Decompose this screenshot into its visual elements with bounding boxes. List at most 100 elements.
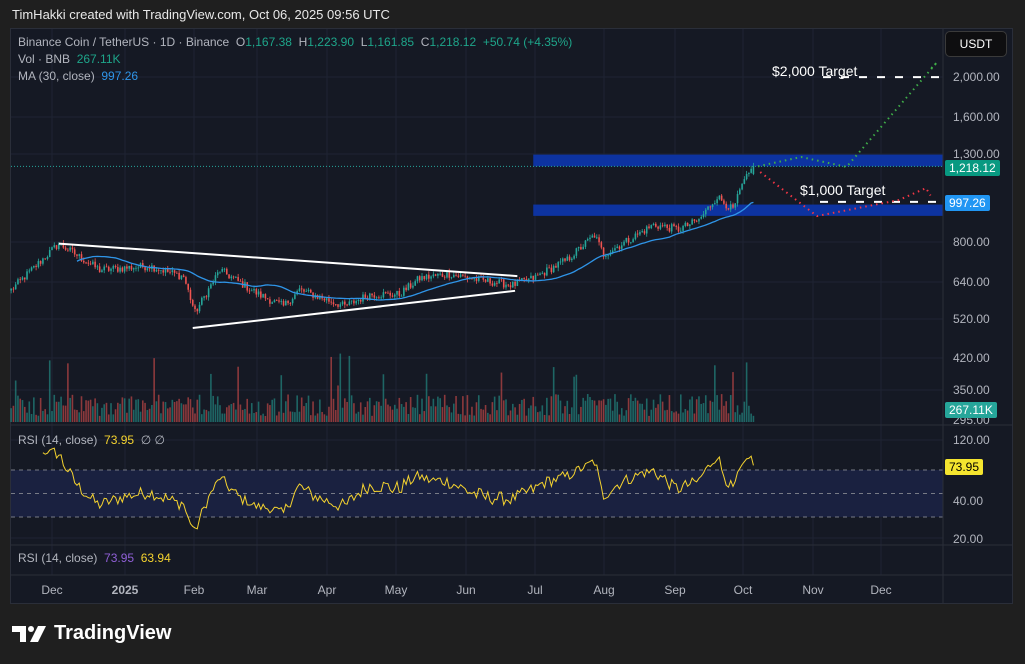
target-high-label[interactable]: $2,000 Target	[772, 63, 858, 79]
rsi-legend[interactable]: RSI (14, close) 73.95 ∅ ∅	[18, 433, 165, 447]
candle-body	[28, 270, 31, 272]
candle-body	[452, 274, 455, 278]
volume-bar	[60, 396, 62, 422]
candle-body	[148, 268, 151, 270]
close-value: 1,218.12	[429, 35, 477, 49]
volume-bar	[498, 395, 500, 422]
candle-body	[169, 271, 171, 273]
volume-bar	[82, 411, 85, 422]
candle-body	[516, 279, 519, 286]
volume-bar	[71, 394, 74, 422]
volume-bar	[64, 405, 67, 422]
rsi-tag: 73.95	[945, 459, 984, 475]
legend-ma[interactable]: MA (30, close) 997.26	[18, 69, 138, 83]
volume-bar	[530, 405, 532, 422]
volume-bar	[119, 403, 121, 422]
volume-bar	[58, 401, 60, 422]
volume-bar	[137, 399, 140, 422]
target-low-label[interactable]: $1,000 Target	[800, 182, 886, 198]
candle-body	[459, 274, 462, 277]
volume-bar	[720, 394, 723, 422]
volume-bar	[280, 375, 283, 422]
candle-body	[119, 267, 121, 272]
candle-body	[714, 203, 716, 205]
candle-body	[550, 267, 553, 273]
candle-body	[586, 239, 589, 241]
volume-bar	[216, 396, 219, 422]
volume-bar	[219, 405, 221, 422]
candle-body	[303, 289, 305, 292]
candle-body	[627, 238, 630, 243]
legend-volume[interactable]: Vol · BNB 267.11K	[18, 52, 121, 66]
rsi-line	[42, 447, 754, 530]
volume-bar	[359, 402, 362, 422]
volume-bar	[337, 385, 339, 422]
volume-bar	[282, 412, 285, 422]
candle-body	[344, 301, 346, 305]
volume-bar	[96, 403, 99, 422]
volume-bar	[253, 413, 255, 422]
currency-button[interactable]: USDT	[945, 31, 1007, 57]
candle-body	[673, 224, 675, 227]
candle-body	[309, 289, 312, 293]
volume-bar	[593, 400, 596, 422]
candle-body	[670, 224, 673, 232]
candle-body	[289, 303, 292, 304]
candle-body	[382, 292, 385, 298]
candle-body	[607, 255, 609, 257]
volume-bar	[128, 398, 130, 422]
volume-bar	[89, 399, 92, 422]
volume-bar	[12, 405, 15, 422]
volume-value: 267.11K	[76, 52, 121, 66]
volume-bar	[62, 405, 65, 422]
volume-bar	[512, 403, 514, 422]
time-axis-label: Oct	[733, 583, 753, 597]
volume-bar	[652, 399, 655, 422]
candle-body	[409, 283, 412, 288]
candle-body	[423, 276, 426, 280]
volume-bar	[473, 415, 476, 422]
volume-bar	[344, 398, 346, 422]
volume-bar	[92, 406, 94, 422]
candle-body	[707, 206, 709, 210]
candle-body	[645, 226, 648, 234]
time-axis-label: Apr	[317, 583, 337, 597]
volume-bar	[73, 409, 76, 422]
volume-bar	[555, 394, 557, 422]
candle-body	[176, 272, 178, 274]
candle-body	[405, 287, 407, 291]
volume-bar	[648, 415, 650, 422]
volume-bar	[407, 413, 410, 422]
volume-bar	[573, 376, 575, 422]
candle-body	[723, 200, 725, 204]
candle-body	[103, 266, 106, 271]
symbol-label[interactable]: Binance Coin / TetherUS · 1D · Binance	[18, 35, 230, 49]
candle-body	[496, 283, 498, 284]
volume-bar	[400, 404, 403, 422]
rsi2-legend[interactable]: RSI (14, close) 73.95 63.94	[18, 551, 171, 565]
candle-body	[530, 275, 532, 279]
volume-bar	[305, 402, 308, 422]
volume-bar	[69, 397, 71, 422]
candle-body	[182, 275, 185, 278]
volume-bar	[332, 398, 335, 422]
rsi-axis-label: 40.00	[953, 494, 984, 508]
candle-body	[736, 194, 739, 204]
price-axis-label: 420.00	[953, 351, 990, 365]
candle-body	[684, 222, 687, 226]
candle-body	[473, 278, 476, 280]
candle-body	[350, 300, 353, 302]
volume-bar	[566, 400, 569, 422]
volume-bar	[198, 394, 201, 422]
volume-bar	[750, 413, 752, 422]
volume-bar	[201, 414, 203, 422]
candle-body	[400, 295, 403, 297]
volume-bar	[357, 411, 360, 422]
candle-body	[407, 283, 410, 291]
volume-bar	[675, 411, 678, 422]
volume-bar	[382, 374, 385, 422]
candle-body	[307, 289, 310, 292]
candle-body	[575, 248, 578, 256]
volume-bar	[257, 401, 260, 422]
